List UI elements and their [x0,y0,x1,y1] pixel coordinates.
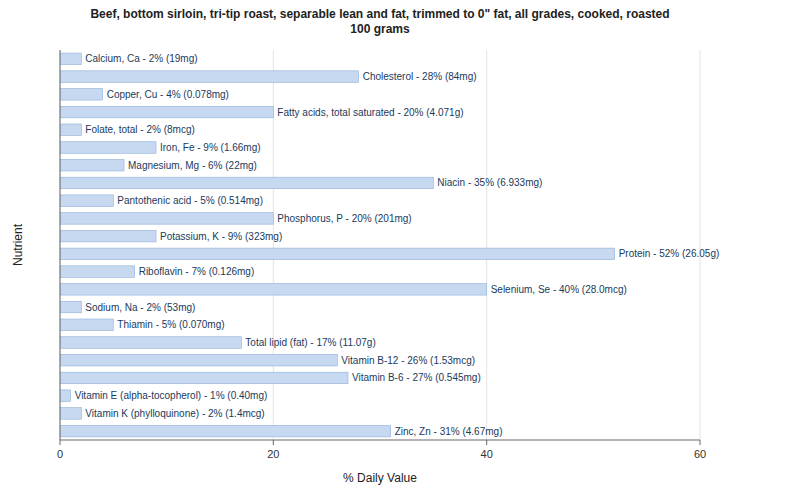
x-axis-label: % Daily Value [343,471,417,485]
bar-label: Vitamin K (phylloquinone) - 2% (1.4mcg) [85,408,264,419]
chart: Beef, bottom sirloin, tri-tip roast, sep… [0,0,800,500]
bar [60,89,103,101]
bar-label: Cholesterol - 28% (84mg) [363,71,477,82]
x-axis [60,440,700,441]
bar-label: Selenium, Se - 40% (28.0mcg) [491,284,627,295]
grid-line [486,50,487,440]
bar-label: Magnesium, Mg - 6% (22mg) [128,160,257,171]
bar [60,142,156,154]
tick-label: 60 [694,448,706,460]
bar-label: Copper, Cu - 4% (0.078mg) [107,89,229,100]
title: Beef, bottom sirloin, tri-tip roast, sep… [90,7,669,36]
bar [60,53,81,65]
bar-label: Vitamin B-6 - 27% (0.545mg) [352,372,481,383]
tick-label: 20 [267,448,279,460]
tick-mark [700,440,701,445]
bar-label: Vitamin B-12 - 26% (1.53mcg) [341,355,475,366]
bar [60,390,71,402]
title-line: 100 grams [350,22,410,36]
bar-label: Riboflavin - 7% (0.126mg) [139,266,255,277]
bar [60,372,348,384]
bar-label: Pantothenic acid - 5% (0.514mg) [117,195,263,206]
bar [60,319,113,331]
title-line: Beef, bottom sirloin, tri-tip roast, sep… [90,7,669,21]
bar [60,301,81,313]
bar [60,354,337,366]
bars [60,53,615,437]
bar-label: Folate, total - 2% (8mcg) [85,124,194,135]
tick-mark [273,440,274,445]
bar [60,284,487,296]
bar [60,425,391,437]
bar [60,337,241,349]
bar-label: Vitamin E (alpha-tocopherol) - 1% (0.40m… [75,390,268,401]
bar [60,195,113,207]
bar-label: Potassium, K - 9% (323mg) [160,231,282,242]
bar [60,106,273,118]
y-axis [60,50,61,440]
bar [60,266,135,278]
grid-line [60,50,61,440]
bar [60,159,124,171]
bar-label: Thiamin - 5% (0.070mg) [117,319,224,330]
bar-label: Zinc, Zn - 31% (4.67mg) [395,426,503,437]
bar [60,248,615,260]
bar-label: Iron, Fe - 9% (1.66mg) [160,142,261,153]
tick-label: 0 [57,448,63,460]
bar-label: Phosphorus, P - 20% (201mg) [277,213,411,224]
bar-label: Total lipid (fat) - 17% (11.07g) [245,337,375,348]
grid-line [700,50,701,440]
bar [60,177,433,189]
bar-label: Niacin - 35% (6.933mg) [437,177,542,188]
bar [60,230,156,242]
bar-label: Calcium, Ca - 2% (19mg) [85,53,197,64]
tick-mark [486,440,487,445]
bar-label: Sodium, Na - 2% (53mg) [85,302,195,313]
bar-label: Protein - 52% (26.05g) [619,248,720,259]
tick-mark [60,440,61,445]
bar [60,71,359,83]
bar [60,124,81,136]
bar [60,408,81,420]
bar [60,213,273,225]
tick-label: 40 [481,448,493,460]
bar-label: Fatty acids, total saturated - 20% (4.07… [277,107,463,118]
y-axis-label: Nutrient [11,223,25,266]
